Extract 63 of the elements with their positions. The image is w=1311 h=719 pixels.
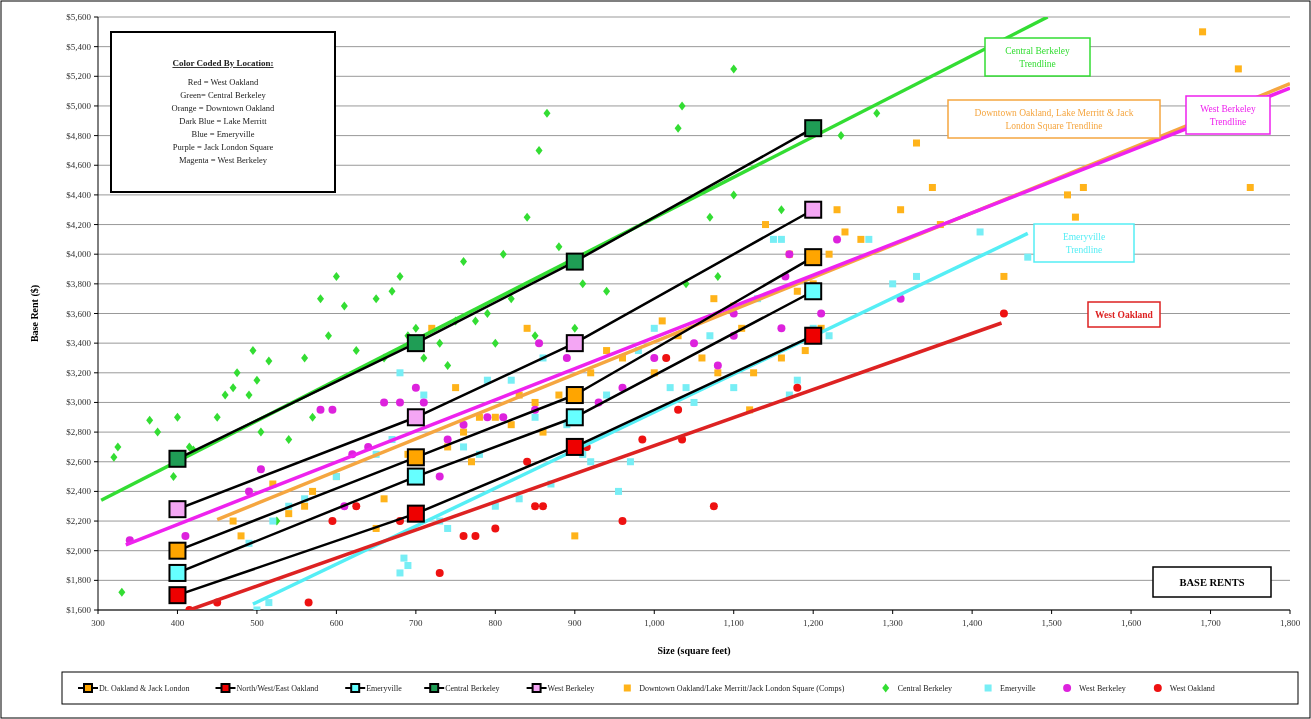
annotation: Purple = Jack London Square bbox=[172, 142, 274, 152]
y-tick-label: $5,600 bbox=[66, 12, 92, 22]
x-tick-label: 1,600 bbox=[1120, 618, 1142, 628]
y-tick-label: $4,400 bbox=[66, 189, 92, 200]
legend-label: Downtown Oakland/Lake Merritt/Jack London Square (Comps) bbox=[639, 684, 845, 693]
x-tick-label: 1,800 bbox=[1279, 618, 1301, 628]
x-tick-label: 1,100 bbox=[723, 618, 745, 628]
x-tick-label: 900 bbox=[568, 618, 583, 628]
x-tick-label: 1,700 bbox=[1200, 618, 1222, 628]
x-tick-label: 1,200 bbox=[803, 618, 824, 628]
x-tick-label: 700 bbox=[409, 618, 424, 628]
legend-label: West Oakland bbox=[1169, 684, 1215, 693]
y-tick-label: $2,200 bbox=[66, 516, 92, 527]
annotation: Green= Central Berkeley bbox=[180, 90, 267, 100]
legend-label: North/West/East Oakland bbox=[236, 684, 319, 693]
legend-label: Central Berkeley bbox=[897, 684, 953, 693]
x-tick-label: 400 bbox=[170, 618, 185, 628]
y-tick-label: $1,800 bbox=[66, 575, 92, 586]
x-tick-label: 800 bbox=[488, 618, 503, 628]
y-tick-label: $5,400 bbox=[66, 41, 92, 52]
x-tick-label: 1,400 bbox=[962, 618, 983, 628]
y-tick-label: $2,600 bbox=[66, 456, 92, 467]
y-axis-title: Base Rent ($) bbox=[29, 284, 41, 343]
y-tick-label: $3,800 bbox=[66, 278, 92, 289]
legend-label: Central Berkeley bbox=[445, 684, 500, 693]
y-tick-label: $3,400 bbox=[66, 338, 92, 349]
x-tick-label: 600 bbox=[329, 618, 344, 628]
x-tick-label: 500 bbox=[250, 618, 265, 628]
legend-label: West Berkeley bbox=[1079, 684, 1126, 693]
annotation: Color Coded By Location: bbox=[172, 58, 274, 68]
x-axis-title: Size (square feet) bbox=[657, 645, 731, 657]
series-label: Central Berkeley Trendline bbox=[1005, 46, 1071, 69]
y-tick-label: $3,200 bbox=[66, 367, 92, 378]
legend-label: Emeryville bbox=[366, 684, 403, 693]
x-tick-label: 1,500 bbox=[1041, 618, 1063, 628]
y-tick-label: $2,800 bbox=[66, 427, 92, 438]
y-tick-label: $3,000 bbox=[66, 397, 92, 408]
annotation: Blue = Emeryville bbox=[191, 129, 255, 139]
y-tick-label: $3,600 bbox=[66, 308, 92, 319]
legend-label: Emeryville bbox=[1000, 684, 1037, 693]
annotation: Orange = Downtown Oakland bbox=[171, 103, 276, 113]
annotation: Dark Blue = Lake Merritt bbox=[179, 116, 268, 126]
y-tick-label: $4,200 bbox=[66, 219, 92, 230]
x-tick-label: 1,300 bbox=[882, 618, 904, 628]
y-tick-label: $5,000 bbox=[66, 100, 92, 111]
text: West Oakland bbox=[1095, 310, 1154, 320]
series-label: West Berkeley Trendline bbox=[1200, 104, 1256, 127]
legend-label: West Berkeley bbox=[547, 684, 595, 693]
annotation: Magenta = West Berkeley bbox=[178, 155, 268, 165]
y-tick-label: $4,600 bbox=[66, 160, 92, 171]
text: BASE RENTS bbox=[1179, 577, 1245, 588]
y-tick-label: $2,000 bbox=[66, 545, 92, 556]
y-tick-label: $2,400 bbox=[66, 486, 92, 497]
x-tick-label: 1,000 bbox=[644, 618, 665, 628]
text: Emeryville Trendline bbox=[1062, 232, 1106, 255]
y-tick-label: $4,000 bbox=[66, 249, 92, 260]
y-tick-label: $5,200 bbox=[66, 71, 92, 82]
y-tick-label: $1,600 bbox=[66, 605, 92, 615]
series-label: Downtown Oakland, Lake Merritt & Jack London Square Trendline bbox=[974, 108, 1134, 131]
annotation: Red = West Oakland bbox=[187, 77, 259, 87]
x-tick-label: 300 bbox=[91, 618, 106, 628]
legend-label: Dt. Oakland & Jack London bbox=[99, 684, 190, 693]
y-tick-label: $4,800 bbox=[66, 130, 92, 141]
